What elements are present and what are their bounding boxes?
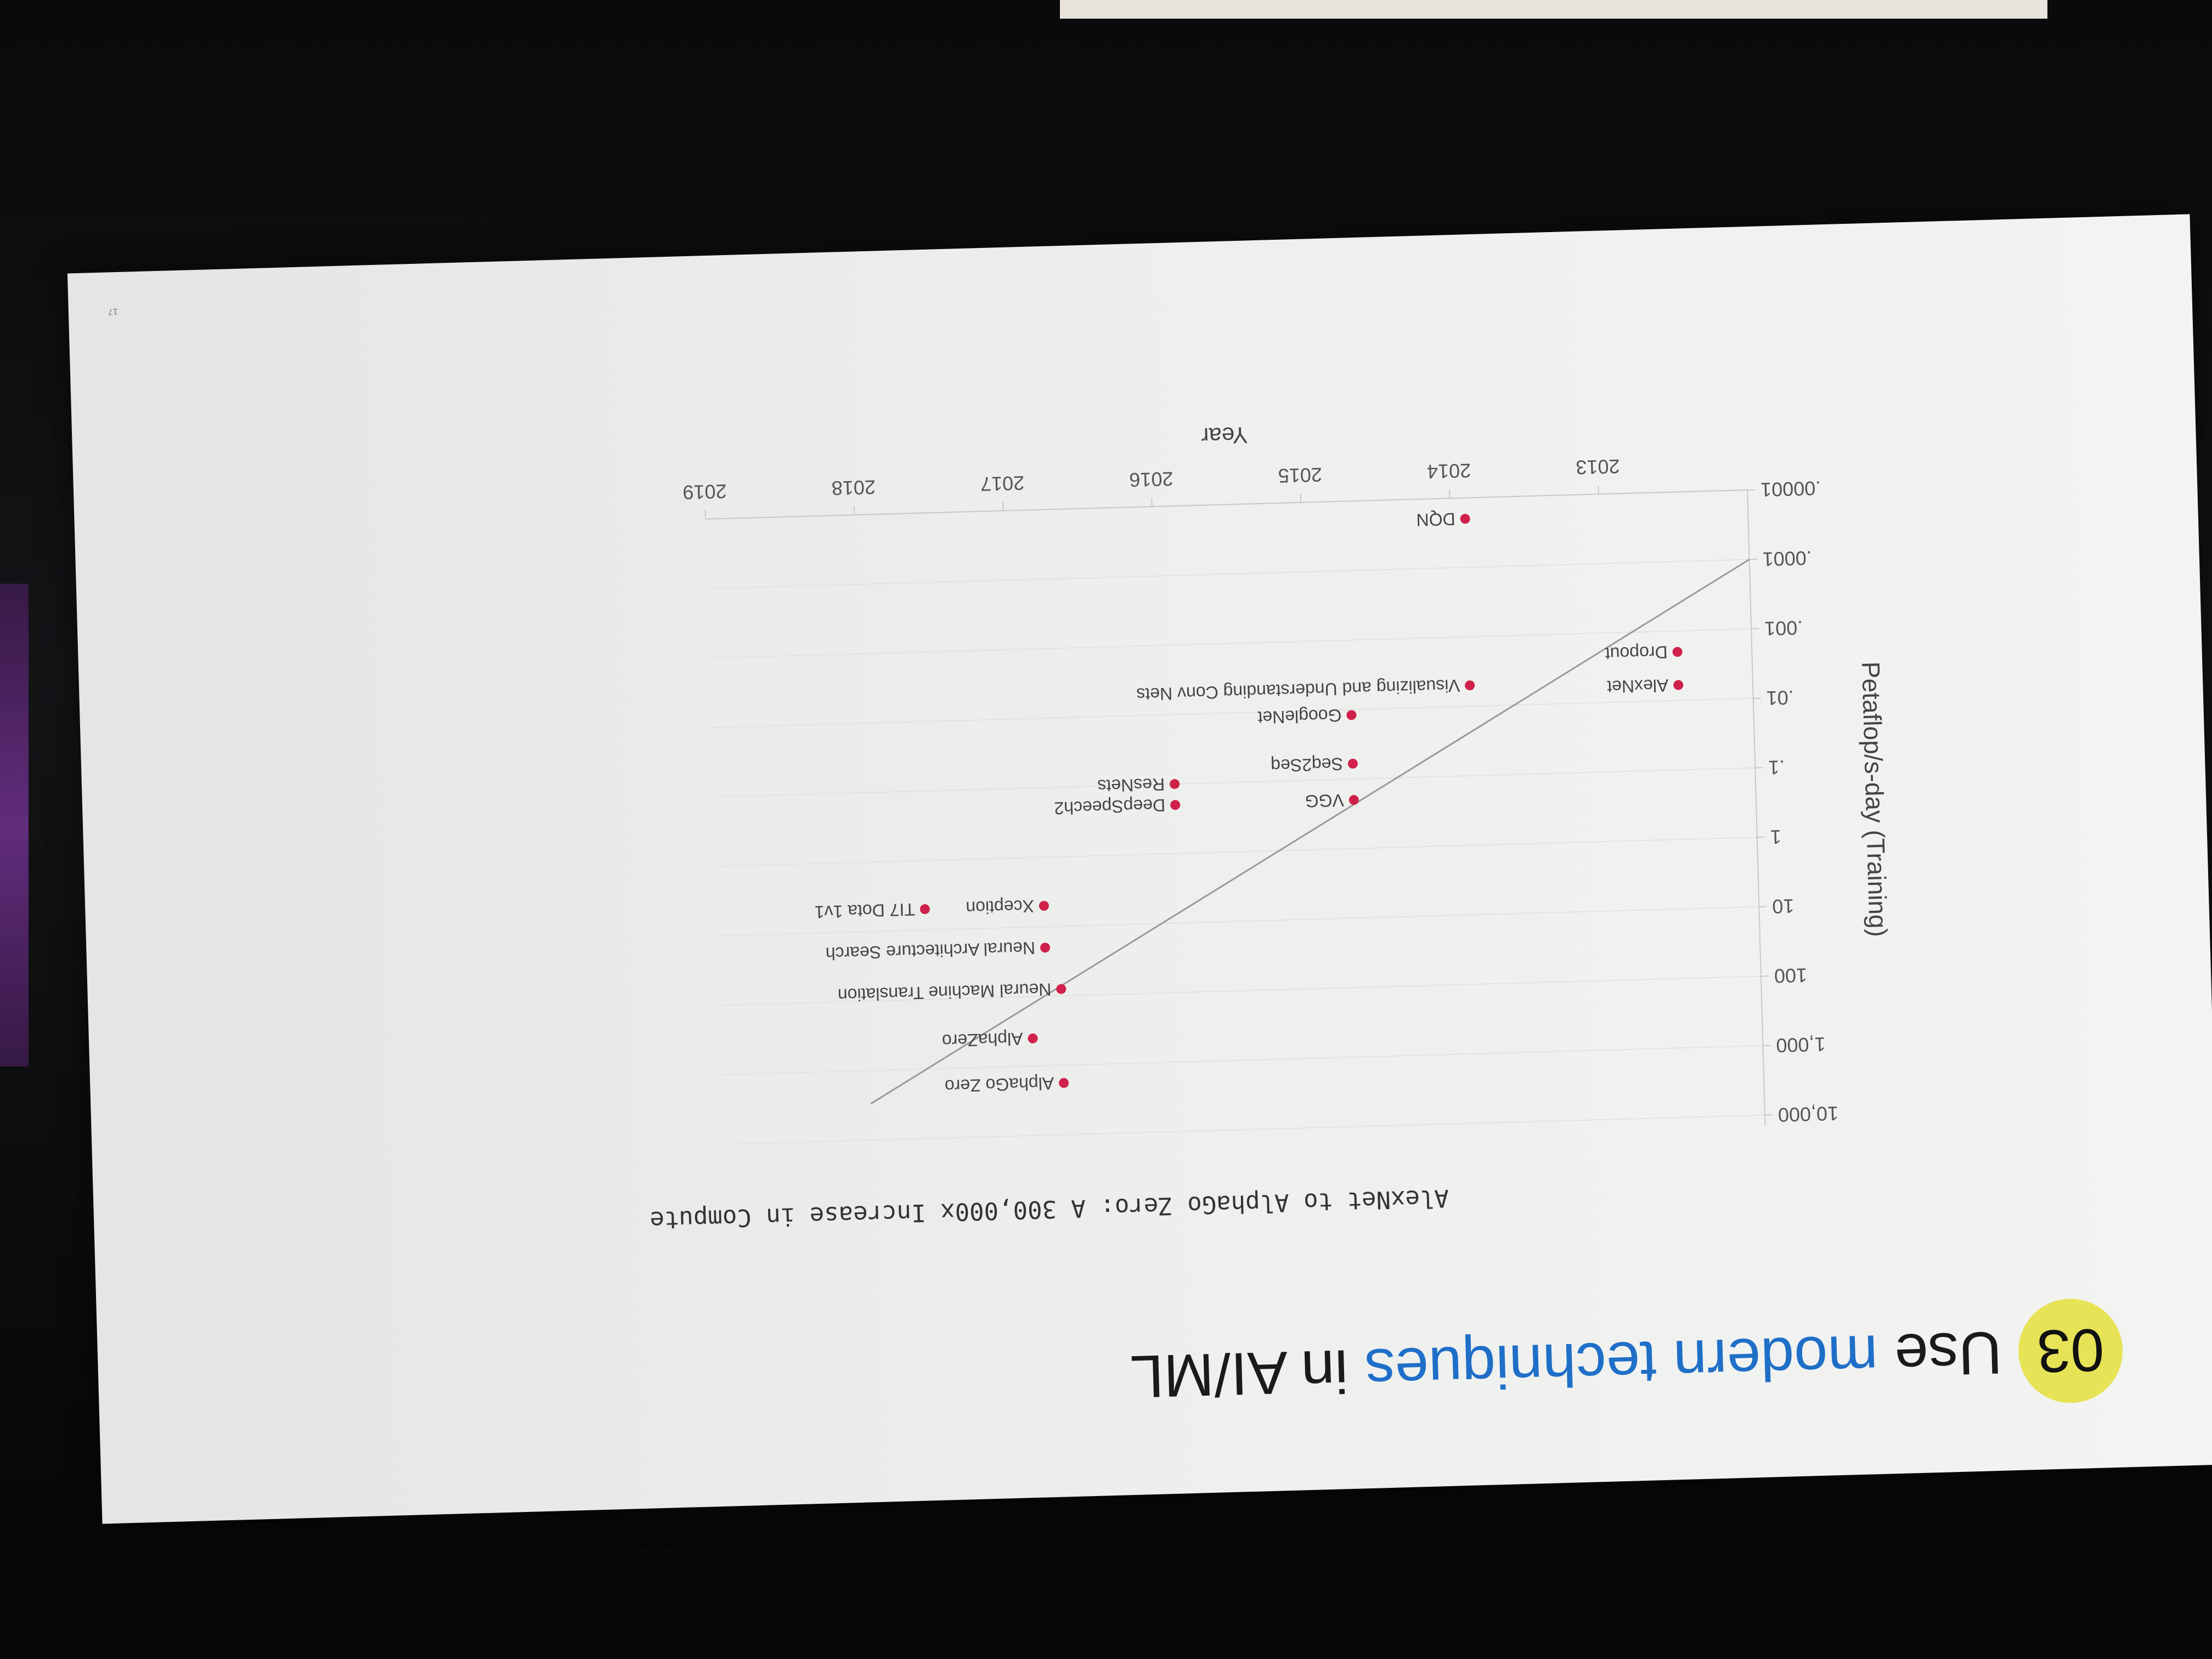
y-gridline	[721, 1045, 1763, 1076]
data-point	[1346, 710, 1357, 720]
data-point	[1170, 800, 1181, 810]
y-gridline	[713, 767, 1756, 798]
x-tick-label: 2019	[682, 480, 727, 504]
data-point-label: ResNets	[1097, 775, 1165, 796]
data-point	[1170, 779, 1180, 789]
data-point-label: GoogleNet	[1257, 706, 1342, 727]
data-point-label: Xception	[966, 896, 1034, 918]
data-point	[1056, 984, 1066, 994]
trend-line	[870, 558, 1750, 1105]
data-point-label: Neural Machine Translation	[837, 979, 1051, 1005]
y-tick-label: 10	[1772, 895, 1795, 918]
stage-light	[0, 584, 29, 1066]
x-tick-label: 2016	[1129, 467, 1173, 491]
data-point-label: Seq2Seq	[1271, 754, 1344, 776]
data-point-label: VGG	[1305, 791, 1344, 811]
y-tick-label: 1	[1770, 826, 1781, 849]
y-gridline	[709, 628, 1752, 659]
y-axis-label: Petaflop/s-day (Training)	[1857, 661, 1893, 937]
data-point-label: AlphaZero	[941, 1029, 1023, 1051]
y-tick-label: 100	[1774, 964, 1807, 988]
data-point	[1040, 943, 1051, 953]
screen-edge-glow	[1060, 0, 2047, 19]
y-tick-label: .01	[1766, 686, 1794, 709]
data-point-label: AlexNet	[1607, 675, 1669, 697]
y-axis-line	[1747, 490, 1766, 1126]
x-tick-label: 2018	[831, 476, 876, 500]
y-tick-label: .00001	[1760, 477, 1821, 501]
data-point-label: DeepSpeech2	[1054, 795, 1166, 819]
y-tick-label: .0001	[1762, 547, 1812, 571]
data-point	[1059, 1078, 1069, 1088]
y-tick-label: 1,000	[1776, 1033, 1826, 1057]
y-gridline	[717, 906, 1759, 936]
x-tick-label: 2014	[1427, 459, 1471, 483]
x-tick-label: 2017	[980, 472, 1025, 495]
y-gridline	[723, 1114, 1765, 1145]
data-point-label: TI7 Dota 1v1	[814, 900, 915, 922]
data-point	[919, 904, 930, 915]
data-point	[1672, 647, 1683, 657]
data-point-label: Dropout	[1605, 642, 1668, 664]
x-axis-label: Year	[1201, 422, 1248, 449]
chart: .00001 .0001 .001 .01 .1 1 10 100 1,000 10,000 201…	[682, 422, 1893, 1145]
y-tick-label: 10,000	[1778, 1102, 1838, 1126]
data-point-label: Neural Architecture Search	[825, 938, 1035, 964]
y-tick-label: .001	[1764, 617, 1803, 640]
y-tick-label: .1	[1768, 756, 1785, 779]
x-tick-label: 2013	[1576, 455, 1620, 479]
data-point-label: Visualizing and Understanding Conv Nets	[1136, 676, 1460, 704]
data-point	[1028, 1033, 1038, 1043]
data-point	[1348, 795, 1359, 805]
data-point	[1039, 901, 1049, 911]
y-gridline	[715, 837, 1757, 867]
y-gridline	[711, 697, 1753, 729]
presentation-slide: 03 Use modern techniques in AI/ML AlexNe…	[67, 214, 2212, 1524]
data-point-label: AlphaGo Zero	[944, 1074, 1054, 1097]
data-point	[1460, 514, 1470, 524]
data-point-label: DQN	[1416, 509, 1455, 530]
data-point	[1465, 680, 1475, 691]
page-number: 17	[108, 306, 119, 317]
y-gridline	[719, 975, 1761, 1006]
data-point	[1347, 758, 1358, 769]
x-tick-label: 2015	[1278, 464, 1322, 487]
x-axis-line	[705, 489, 1748, 520]
y-gridline	[707, 558, 1750, 589]
data-point	[1673, 680, 1684, 690]
